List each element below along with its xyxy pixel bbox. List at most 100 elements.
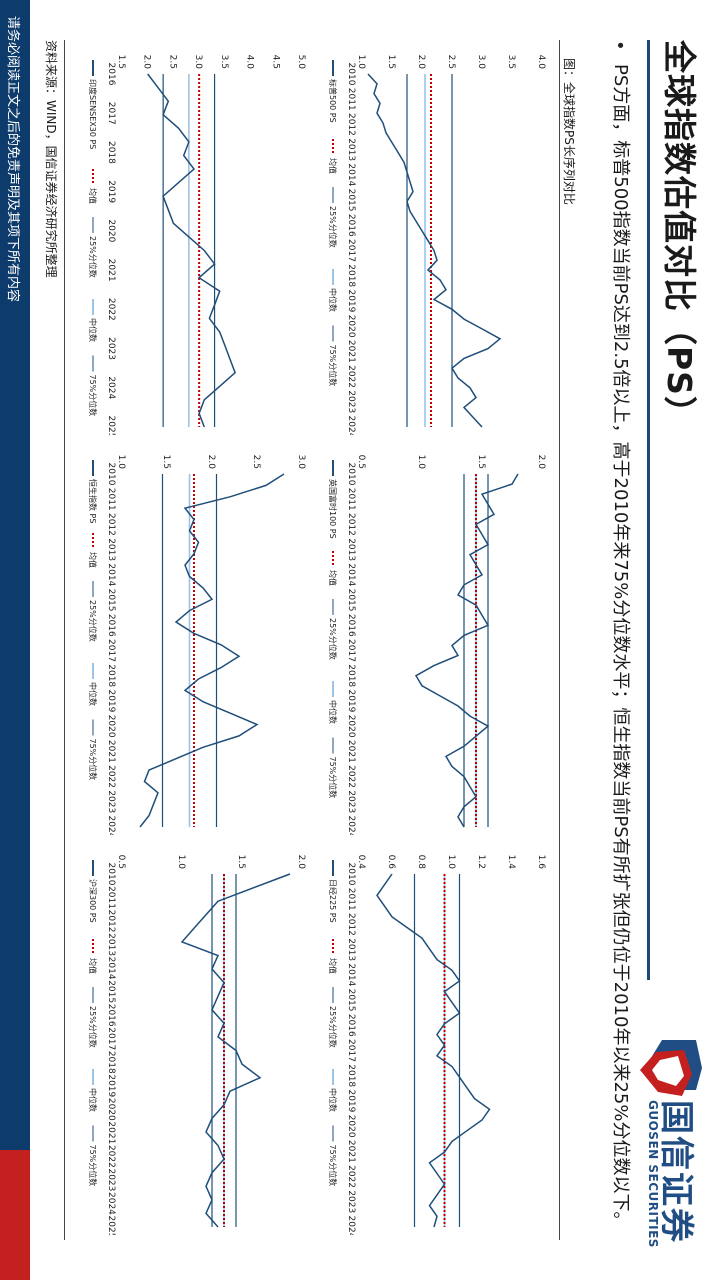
- legend-label: 中位数: [88, 318, 98, 342]
- x-tick-label: 2022: [106, 1145, 116, 1168]
- legend-label: 25%分位数: [328, 618, 338, 660]
- chart-svg: 0.5 1.0 1.5 2.0 2010201120122013201420152016…: [88, 855, 306, 1235]
- y-tick-label: 4.0: [536, 55, 546, 70]
- legend-label: 均值: [328, 570, 338, 586]
- y-tick-label: 1.0: [116, 455, 126, 470]
- y-tick-label: 1.4: [506, 855, 516, 870]
- title-divider: [647, 40, 650, 980]
- chart-svg: 1.0 1.5 2.0 2.5 3.0 2010 2011 2012 2013 2014 2015 2…: [88, 455, 306, 835]
- x-tick-label: 2015: [346, 189, 356, 212]
- x-tick-label: 2014: [106, 957, 116, 980]
- x-tick-label: 2016: [346, 214, 356, 237]
- x-tick-label: 2025: [106, 416, 116, 435]
- x-tick-label: 2013: [346, 138, 356, 161]
- x-tick-label: 2013: [106, 933, 116, 956]
- x-tick-label: 2016: [346, 1014, 356, 1037]
- x-tick-label: 2011: [346, 488, 356, 511]
- x-tick-label: 2021: [106, 259, 116, 282]
- y-tick-label: 4.5: [270, 55, 280, 69]
- legend-label: 中位数: [328, 288, 338, 312]
- x-tick-label: 2019: [106, 180, 116, 203]
- x-tick-label: 2024: [106, 816, 116, 835]
- x-tick-label: 2016: [106, 614, 116, 637]
- x-tick-label: 2024: [346, 816, 356, 835]
- x-tick-label: 2023: [106, 337, 116, 360]
- x-tick-label: 2020: [346, 315, 356, 338]
- x-tick-label: 2020: [346, 715, 356, 738]
- bullet-icon: •: [609, 40, 630, 51]
- x-tick-label: 2012: [346, 113, 356, 136]
- x-tick-label: 2019: [346, 1089, 356, 1112]
- x-tick-label: 2016: [106, 63, 116, 86]
- y-tick-label: 2.0: [296, 855, 306, 870]
- footer-disclaimer: 请务必阅读正文之后的免责声明及其项下所有内容: [5, 16, 20, 303]
- y-tick-label: 1.5: [161, 455, 171, 469]
- legend-label: 沪深300 PS: [88, 879, 98, 923]
- x-tick-label: 2017: [106, 639, 116, 662]
- logo-text-en: GUOSEN SECURITIES: [646, 1100, 660, 1248]
- x-tick-label: 2018: [106, 141, 116, 164]
- x-tick-label: 2013: [346, 538, 356, 561]
- x-tick-label: 2020: [106, 1098, 116, 1121]
- x-tick-label: 2020: [106, 715, 116, 738]
- x-tick-label: 2019: [106, 1074, 116, 1097]
- legend-label: 75%分位数: [88, 375, 98, 417]
- x-tick-label: 2010: [346, 863, 356, 886]
- legend-label: 75%分位数: [328, 1145, 338, 1187]
- y-tick-label: 1.0: [446, 855, 456, 870]
- x-tick-label: 2014: [106, 563, 116, 586]
- y-tick-label: 1.2: [476, 855, 486, 869]
- source-note: 资料来源：WIND，国信证券经济研究所整理: [44, 40, 58, 278]
- legend-label: 中位数: [88, 682, 98, 706]
- chart-csi300-ps: 0.5 1.0 1.5 2.0 2010 2011 2012 2013 2014 2015 2016…: [65, 840, 310, 1235]
- x-tick-label: 2024: [346, 1216, 356, 1235]
- x-tick-label: 2022: [106, 298, 116, 321]
- x-tick-label: 2025: [106, 1216, 116, 1235]
- legend-label: 英国富时100 PS: [328, 479, 338, 539]
- x-tick-label: 2022: [106, 765, 116, 788]
- legend-label: 中位数: [88, 1088, 98, 1112]
- x-tick-label: 2010: [346, 463, 356, 486]
- x-tick-label: 2018: [106, 664, 116, 687]
- x-tick-label: 2013: [346, 938, 356, 961]
- x-tick-label: 2023: [106, 1168, 116, 1191]
- legend-label: 均值: [88, 552, 98, 568]
- chart-sensex30-ps: 1.5 2.0 2.5 3.0 3.5 4.0 4.5 5.0 2016 2017 2018 2019…: [65, 40, 310, 435]
- chart-svg: 0.4 0.6 0.8 1.0 1.2 1.4 1.6 2010 2011 2012 2013 201…: [328, 855, 546, 1235]
- x-tick-label: 2014: [346, 963, 356, 986]
- x-tick-label: 2021: [346, 740, 356, 763]
- y-tick-label: 0.5: [356, 455, 366, 469]
- y-tick-label: 1.5: [386, 55, 396, 69]
- y-tick-label: 1.5: [116, 55, 126, 69]
- y-tick-label: 2.5: [446, 55, 456, 69]
- x-tick-label: 2013: [106, 538, 116, 561]
- source-divider: [64, 40, 65, 1240]
- y-tick-label: 0.6: [386, 855, 396, 870]
- series-line: [367, 73, 502, 428]
- y-tick-label: 2.0: [536, 455, 546, 470]
- x-tick-label: 2015: [346, 589, 356, 612]
- legend-label: 25%分位数: [88, 236, 98, 278]
- x-tick-label: 2024: [106, 376, 116, 399]
- x-tick-label: 2021: [346, 340, 356, 363]
- legend-label: 中位数: [328, 1088, 338, 1112]
- x-tick-label: 2023: [346, 1190, 356, 1213]
- y-tick-label: 2.0: [416, 55, 426, 70]
- x-tick-label: 2015: [106, 589, 116, 612]
- x-tick-label: 2017: [106, 1027, 116, 1050]
- series-line: [414, 473, 519, 828]
- x-tick-label: 2012: [346, 513, 356, 536]
- chart-svg: 1.5 2.0 2.5 3.0 3.5 4.0 4.5 5.0 2016 2017 2018 2019…: [88, 55, 306, 435]
- chart-ftse100-ps: 0.5 1.0 1.5 2.0 2010 2011 2012 2013 2014 2015 2016…: [305, 440, 550, 835]
- legend-label: 25%分位数: [88, 1006, 98, 1048]
- x-tick-label: 2017: [106, 102, 116, 125]
- x-tick-label: 2011: [106, 488, 116, 511]
- chart-nikkei225-ps: 0.4 0.6 0.8 1.0 1.2 1.4 1.6 2010 2011 2012 2013 201…: [305, 840, 550, 1235]
- page-title: 全球指数估值对比（PS）: [660, 40, 699, 430]
- y-tick-label: 3.0: [296, 455, 306, 470]
- legend-label: 75%分位数: [88, 739, 98, 781]
- x-tick-label: 2011: [346, 888, 356, 911]
- figure-caption: 图：全球指数PS长序列对比: [562, 58, 576, 205]
- x-tick-label: 2023: [346, 790, 356, 813]
